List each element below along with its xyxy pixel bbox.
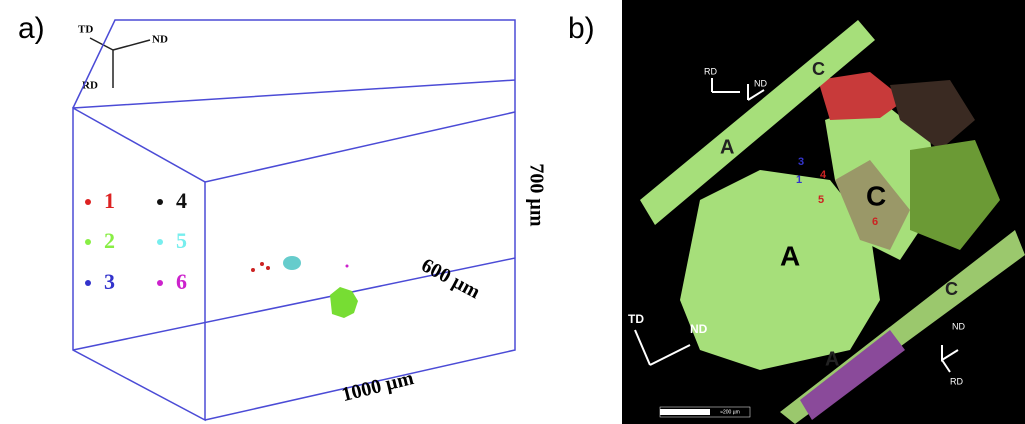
legend-label: 3 xyxy=(104,269,115,294)
box-face xyxy=(73,108,205,420)
panel-label: b) xyxy=(568,12,595,45)
grain-label: A xyxy=(780,240,800,271)
legend-label: 1 xyxy=(104,188,115,213)
grain xyxy=(260,262,264,266)
sample-box: 700 µm 600 µm 1000 µm xyxy=(73,20,547,420)
dimension-label: 700 µm xyxy=(525,163,547,227)
grain xyxy=(266,266,270,270)
triad-label: ND xyxy=(152,34,168,46)
legend: 1 2 3 4 5 6 xyxy=(85,188,187,294)
dimension-label: 1000 µm xyxy=(339,367,416,406)
grains-3d xyxy=(251,256,358,318)
box-edges xyxy=(73,20,515,420)
figure: a) TD ND RD 700 µm 600 µm 1000 µm 1 2 3 xyxy=(0,0,1025,424)
grain xyxy=(283,256,301,270)
legend-label: 6 xyxy=(176,269,187,294)
axis-label: RD xyxy=(704,66,717,76)
grain-label: C xyxy=(866,180,886,211)
panel-b: b) RD ND A C A C 3 1 4 5 6 TD ND ND RD A… xyxy=(568,0,1025,424)
axis-label: ND xyxy=(754,78,767,88)
point-label: 3 xyxy=(798,156,804,168)
triad-label: TD xyxy=(78,24,93,36)
grain xyxy=(251,268,255,272)
scale-bar-label: ≈200 µm xyxy=(720,409,740,415)
point-label: 1 xyxy=(796,174,802,186)
axis-label: ND xyxy=(690,322,708,336)
orientation-triad: TD ND RD xyxy=(78,24,168,92)
panel-a: a) TD ND RD 700 µm 600 µm 1000 µm 1 2 3 xyxy=(18,12,547,420)
grain-label: C xyxy=(812,59,825,79)
legend-label: 2 xyxy=(104,228,115,253)
legend-label: 5 xyxy=(176,228,187,253)
point-label: 4 xyxy=(820,169,827,181)
grain-label: C xyxy=(945,279,958,299)
grain-label: A xyxy=(825,348,839,370)
axis-label: ND xyxy=(952,321,965,331)
triad-axes xyxy=(90,38,150,88)
point-label: 6 xyxy=(872,216,878,228)
scale-bar xyxy=(660,409,710,415)
grain xyxy=(346,265,349,268)
point-label: 5 xyxy=(818,194,824,206)
legend-label: 4 xyxy=(176,188,187,213)
panel-label: a) xyxy=(18,12,45,45)
axis-label: TD xyxy=(628,312,644,326)
grain-label: A xyxy=(720,136,734,158)
dimension-label: 600 µm xyxy=(418,254,484,303)
axis-label: RD xyxy=(950,376,963,386)
